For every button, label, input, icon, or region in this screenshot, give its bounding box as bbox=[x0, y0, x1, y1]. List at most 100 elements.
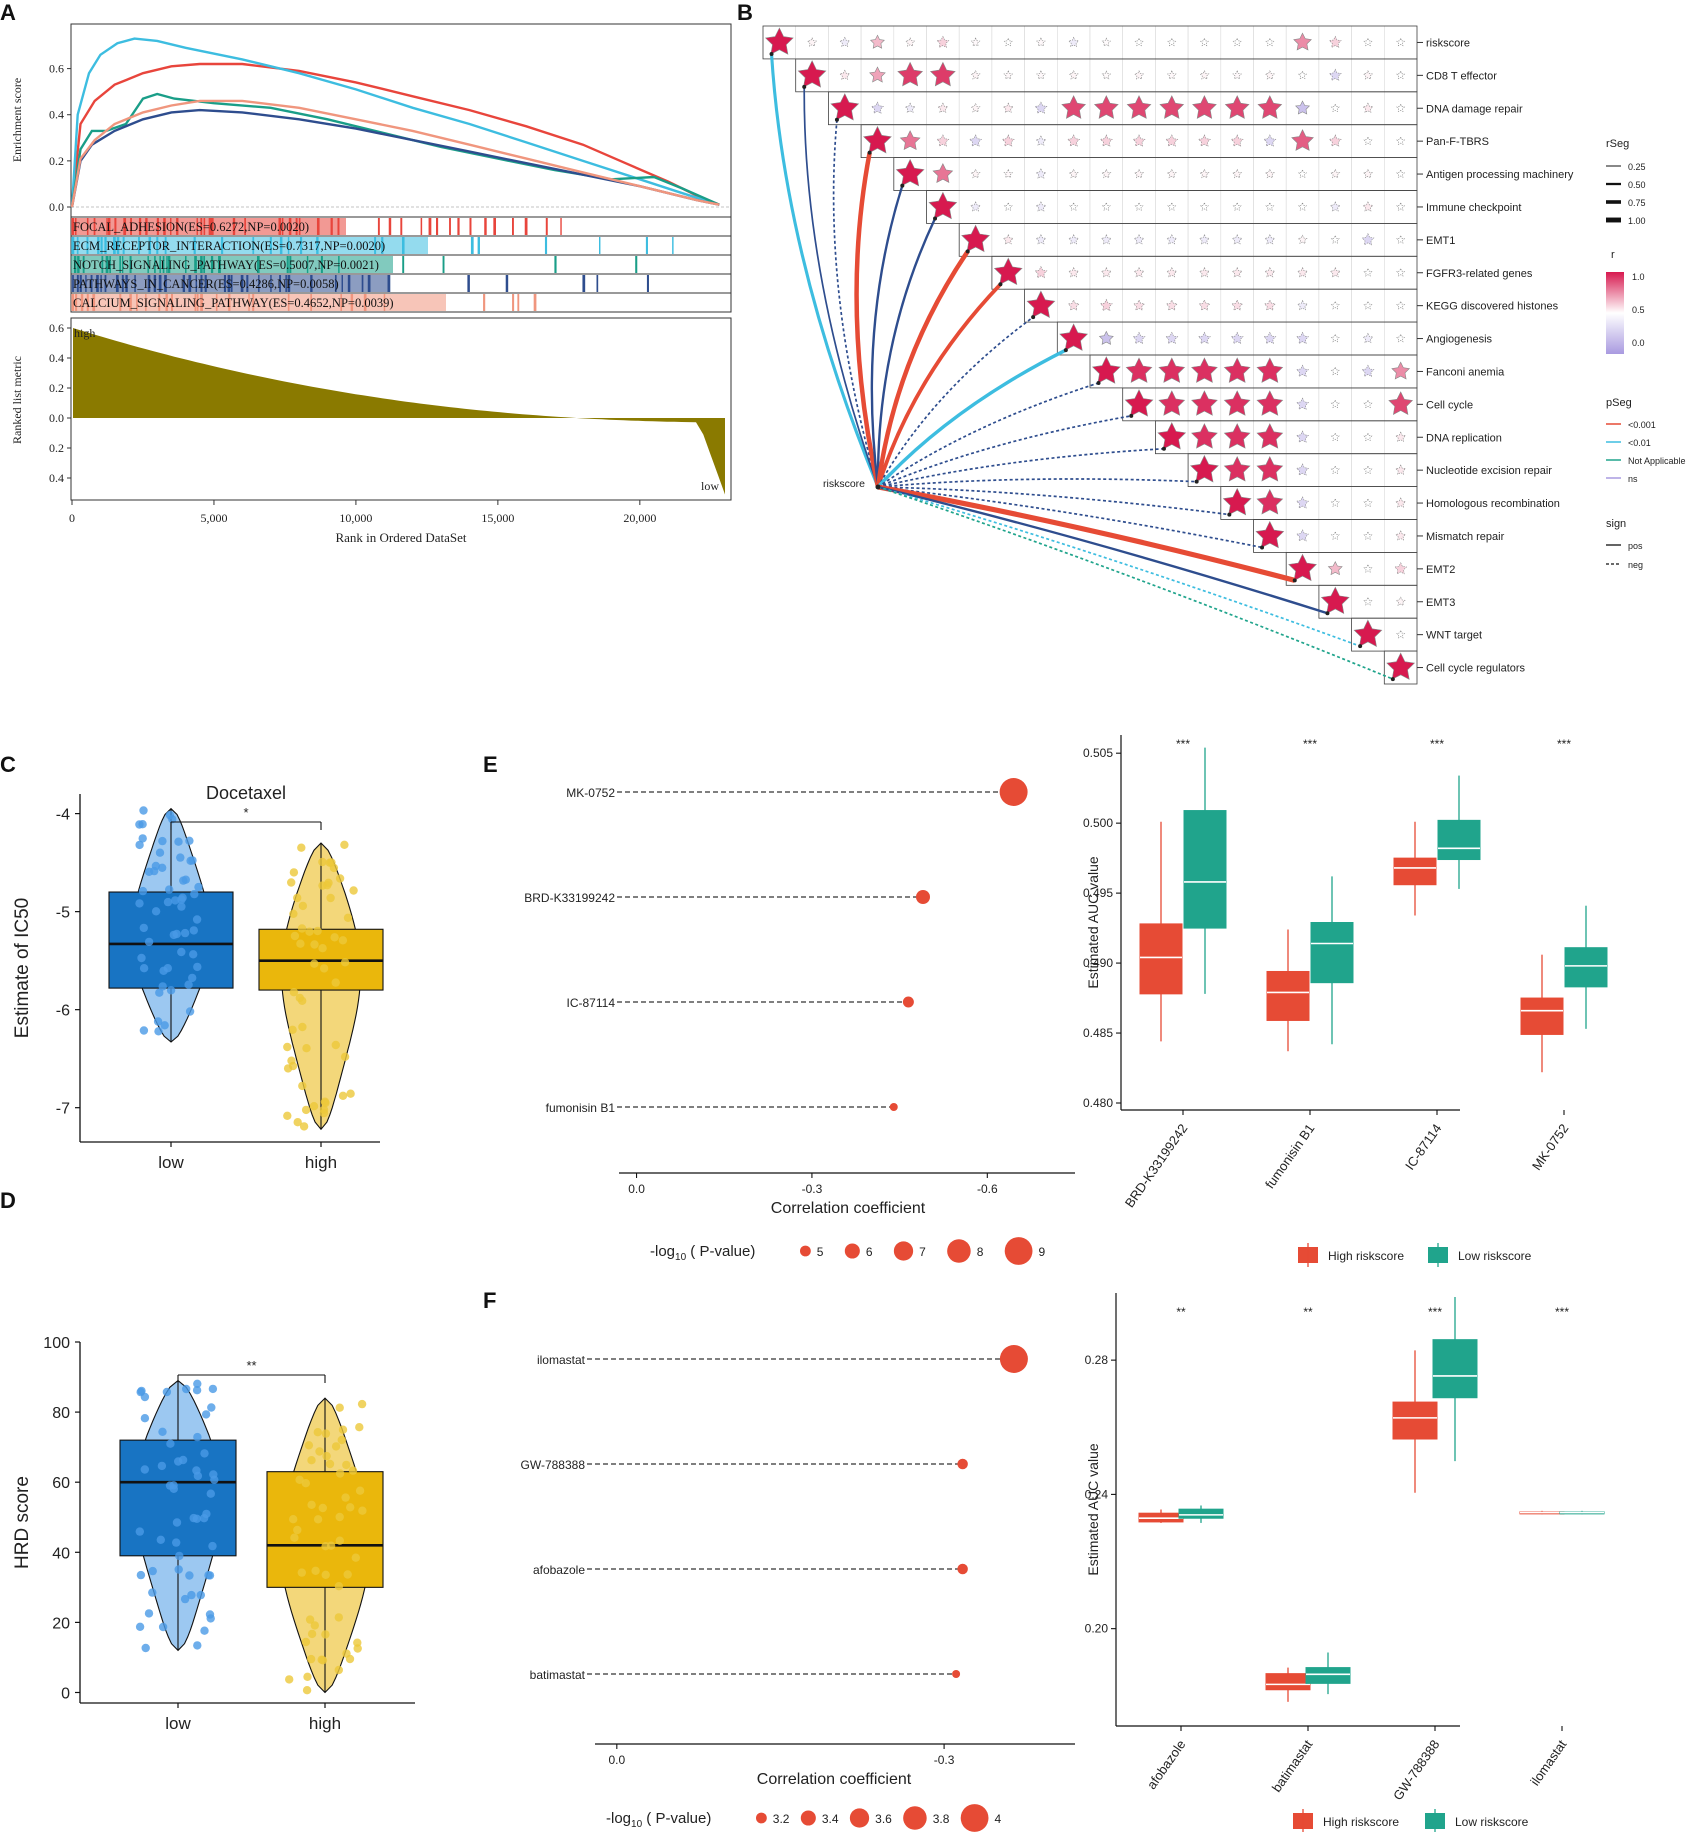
corr-star bbox=[1197, 134, 1211, 147]
corr-star bbox=[1362, 102, 1374, 113]
corr-star bbox=[1330, 103, 1340, 113]
data-point bbox=[321, 1570, 330, 1580]
data-point bbox=[159, 966, 168, 975]
y-tick-label: 0.2 bbox=[49, 154, 64, 168]
corr-star bbox=[1197, 331, 1211, 345]
data-point bbox=[166, 1439, 175, 1448]
row-label: CD8 T effector bbox=[1426, 70, 1497, 82]
link-end bbox=[1096, 380, 1101, 385]
corr-star bbox=[1003, 37, 1013, 47]
legend-sign-label: neg bbox=[1628, 560, 1643, 570]
corr-star bbox=[936, 134, 950, 147]
link-end bbox=[933, 216, 938, 221]
corr-star bbox=[1002, 102, 1014, 113]
corr-star bbox=[1199, 37, 1209, 47]
link-end bbox=[900, 183, 905, 188]
size-legend-label: 7 bbox=[919, 1245, 926, 1259]
data-point bbox=[154, 1027, 163, 1036]
data-point bbox=[206, 1489, 215, 1498]
data-point bbox=[335, 874, 345, 883]
corr-star bbox=[1003, 70, 1014, 80]
corr-star bbox=[1330, 300, 1340, 310]
x-tick-label: fumonisin B1 bbox=[1262, 1121, 1317, 1191]
link-7 bbox=[876, 282, 1002, 488]
gene-set-label-bg bbox=[71, 237, 428, 254]
data-point bbox=[304, 1441, 314, 1450]
legend-rseg-label: 0.50 bbox=[1628, 180, 1646, 190]
es-curve bbox=[70, 108, 720, 208]
data-point bbox=[137, 953, 146, 963]
corr-star bbox=[807, 37, 818, 47]
corr-star bbox=[1391, 361, 1411, 380]
chart-title: Docetaxel bbox=[206, 783, 286, 803]
data-point bbox=[302, 1686, 312, 1695]
data-point bbox=[190, 889, 199, 899]
corr-star bbox=[1396, 103, 1406, 113]
data-point bbox=[325, 1459, 335, 1469]
corr-star bbox=[1362, 332, 1374, 344]
data-point bbox=[162, 1387, 172, 1397]
box bbox=[1310, 922, 1354, 984]
y-tick-label: 0.4 bbox=[49, 108, 64, 122]
corr-star bbox=[970, 70, 981, 80]
es-curve bbox=[70, 92, 720, 208]
link-2 bbox=[832, 119, 879, 488]
data-point bbox=[136, 1570, 146, 1580]
data-point bbox=[165, 810, 175, 820]
data-point bbox=[334, 1665, 343, 1675]
corr-star bbox=[1091, 356, 1121, 384]
row-label: Cell cycle regulators bbox=[1426, 663, 1526, 675]
corr-star bbox=[1198, 299, 1211, 311]
data-point bbox=[175, 1551, 184, 1561]
corr-star bbox=[1198, 234, 1210, 245]
y-axis-label: HRD score bbox=[12, 1476, 33, 1569]
corr-star bbox=[905, 37, 916, 47]
data-point bbox=[298, 1081, 307, 1091]
significance-label: *** bbox=[1428, 1305, 1442, 1319]
size-legend-key bbox=[1004, 1237, 1033, 1265]
lollipop-head bbox=[999, 778, 1028, 806]
legend-rseg-label: 0.25 bbox=[1628, 162, 1646, 172]
corr-star bbox=[1255, 520, 1285, 549]
corr-star bbox=[1166, 168, 1177, 179]
row-label: Homologous recombination bbox=[1426, 498, 1560, 510]
link-3 bbox=[854, 152, 881, 488]
corr-star bbox=[1100, 267, 1112, 278]
panel-c: C -4 -5 -6 -7 Estimate of IC50 low high * Docetax… bbox=[0, 752, 384, 1172]
corr-star bbox=[1263, 134, 1277, 147]
corr-star bbox=[1036, 37, 1046, 47]
data-point bbox=[138, 886, 148, 896]
corr-star bbox=[1395, 431, 1407, 442]
data-point bbox=[335, 1469, 345, 1478]
data-point bbox=[290, 931, 300, 941]
data-point bbox=[307, 1500, 316, 1510]
corr-star bbox=[1265, 37, 1275, 47]
data-point bbox=[189, 926, 198, 935]
corr-star bbox=[1264, 234, 1276, 245]
data-point bbox=[150, 866, 159, 876]
data-point bbox=[174, 1565, 183, 1574]
link-end bbox=[834, 117, 839, 122]
corr-star bbox=[1134, 202, 1144, 211]
x-tick-label: low bbox=[165, 1714, 191, 1733]
data-point bbox=[341, 1493, 350, 1502]
panel-e-boxplot: 0.480 0.485 0.490 0.495 0.500 0.505 Estimated … bbox=[1083, 735, 1608, 1267]
link-end bbox=[998, 282, 1003, 287]
corr-star bbox=[993, 257, 1023, 286]
corr-star bbox=[1362, 168, 1373, 179]
legend-r-label: 1.0 bbox=[1632, 272, 1645, 282]
corr-star bbox=[1100, 234, 1112, 245]
data-point bbox=[338, 936, 348, 945]
box bbox=[1183, 810, 1227, 929]
data-point bbox=[337, 1435, 346, 1445]
row-label: FGFR3-related genes bbox=[1426, 268, 1533, 280]
corr-star bbox=[839, 69, 851, 80]
significance-label: *** bbox=[1555, 1305, 1569, 1319]
corr-star bbox=[1159, 95, 1185, 119]
data-point bbox=[156, 1535, 165, 1545]
data-point bbox=[318, 857, 327, 867]
significance-label: * bbox=[243, 805, 248, 820]
data-point bbox=[298, 1022, 307, 1032]
legend-title: r bbox=[1611, 249, 1615, 261]
corr-star bbox=[1296, 463, 1310, 476]
